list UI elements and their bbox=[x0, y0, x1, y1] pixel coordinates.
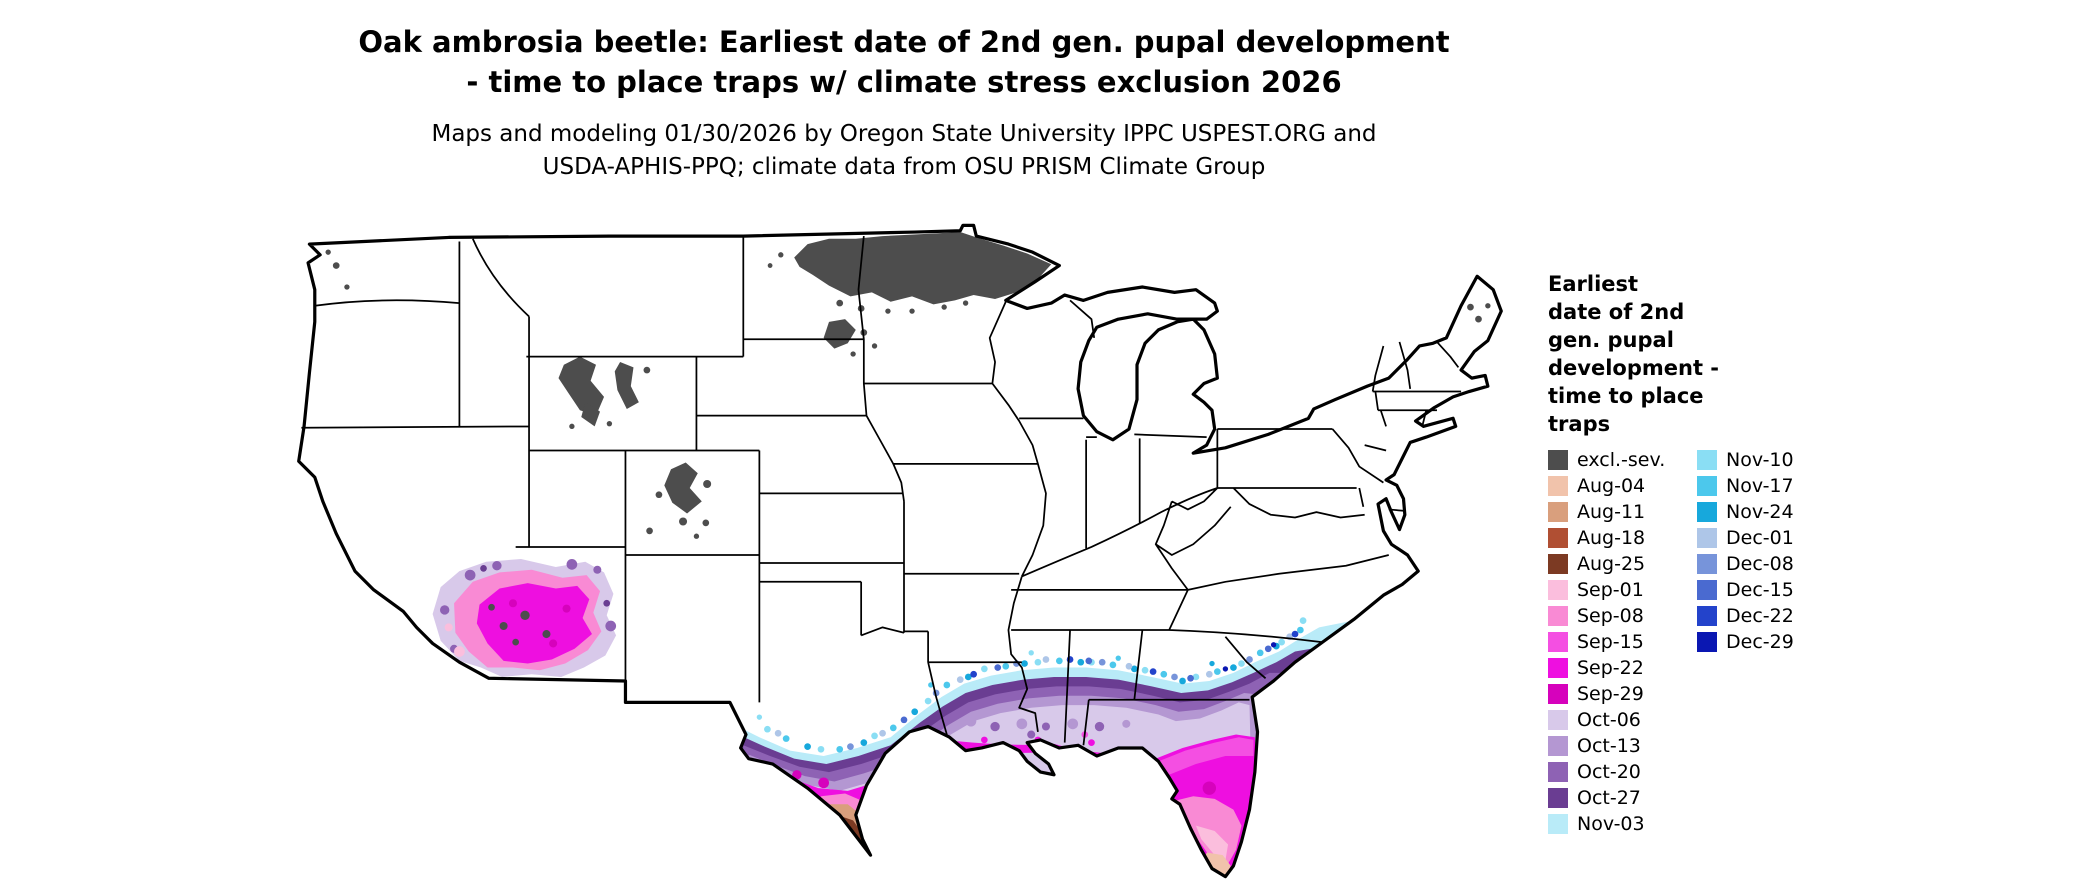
legend-label: Oct-27 bbox=[1577, 787, 1641, 809]
legend-swatch bbox=[1697, 632, 1717, 652]
legend-column-1: excl.-sev. Aug-04 Aug-11 Aug-18 Aug-25 Sep-01… bbox=[1548, 447, 1665, 837]
state-borders bbox=[301, 235, 1462, 746]
legend-label: Oct-13 bbox=[1577, 735, 1641, 757]
legend-item-Oct-27: Oct-27 bbox=[1548, 785, 1665, 811]
legend-item-Sep-08: Sep-08 bbox=[1548, 603, 1665, 629]
legend-label: Oct-20 bbox=[1577, 761, 1641, 783]
legend-item-Dec-29: Dec-29 bbox=[1697, 629, 1794, 655]
subtitle-line-1: Maps and modeling 01/30/2026 by Oregon S… bbox=[431, 121, 1377, 147]
region-excluded-wyoming bbox=[558, 356, 605, 416]
legend-swatch bbox=[1548, 684, 1568, 704]
legend-label: Nov-17 bbox=[1726, 475, 1794, 497]
legend-swatch bbox=[1548, 710, 1568, 730]
legend-label: Sep-22 bbox=[1577, 657, 1644, 679]
title-line-2: - time to place traps w/ climate stress … bbox=[466, 65, 1342, 99]
legend-item-Nov-24: Nov-24 bbox=[1697, 499, 1794, 525]
legend-title: Earliest date of 2nd gen. pupal developm… bbox=[1548, 272, 1720, 436]
legend-swatch bbox=[1548, 788, 1568, 808]
legend-swatch bbox=[1548, 502, 1568, 522]
legend-swatch bbox=[1697, 502, 1717, 522]
legend-label: Aug-18 bbox=[1577, 527, 1646, 549]
legend-label: Sep-01 bbox=[1577, 579, 1644, 601]
legend-item-Sep-22: Sep-22 bbox=[1548, 655, 1665, 681]
legend-label: Dec-29 bbox=[1726, 631, 1794, 653]
legend-swatch bbox=[1548, 814, 1568, 834]
legend-item-Dec-15: Dec-15 bbox=[1697, 577, 1794, 603]
title-line-1: Oak ambrosia beetle: Earliest date of 2n… bbox=[358, 25, 1450, 59]
legend-swatch bbox=[1697, 528, 1717, 548]
legend-item-Aug-18: Aug-18 bbox=[1548, 525, 1665, 551]
subtitle-line-2: USDA-APHIS-PPQ; climate data from OSU PR… bbox=[542, 154, 1266, 180]
legend-label: Aug-11 bbox=[1577, 501, 1646, 523]
legend-swatch bbox=[1697, 476, 1717, 496]
legend-item-Sep-29: Sep-29 bbox=[1548, 681, 1665, 707]
legend-item-Oct-06: Oct-06 bbox=[1548, 707, 1665, 733]
legend-item-Oct-13: Oct-13 bbox=[1548, 733, 1665, 759]
legend-swatch bbox=[1548, 580, 1568, 600]
legend-item-Dec-22: Dec-22 bbox=[1697, 603, 1794, 629]
legend-column-2: Nov-10 Nov-17 Nov-24 Dec-01 Dec-08 Dec-15 Dec-… bbox=[1697, 447, 1794, 655]
legend-swatch bbox=[1697, 450, 1717, 470]
legend-item-Nov-17: Nov-17 bbox=[1697, 473, 1794, 499]
legend-label: excl.-sev. bbox=[1577, 449, 1666, 471]
legend-swatch bbox=[1548, 762, 1568, 782]
legend-swatch bbox=[1548, 632, 1568, 652]
legend-label: Dec-22 bbox=[1726, 605, 1794, 627]
legend-item-Sep-15: Sep-15 bbox=[1548, 629, 1665, 655]
legend-label: Nov-24 bbox=[1726, 501, 1794, 523]
legend-item-Sep-01: Sep-01 bbox=[1548, 577, 1665, 603]
legend-item-Aug-04: Aug-04 bbox=[1548, 473, 1665, 499]
legend-item-Nov-03: Nov-03 bbox=[1548, 811, 1665, 837]
legend-label: Dec-01 bbox=[1726, 527, 1794, 549]
legend-label: Dec-08 bbox=[1726, 553, 1794, 575]
legend-swatch bbox=[1548, 554, 1568, 574]
legend-swatch bbox=[1697, 554, 1717, 574]
region-florida-tip-tan bbox=[1203, 852, 1231, 877]
legend-item-Dec-01: Dec-01 bbox=[1697, 525, 1794, 551]
legend-item-Dec-08: Dec-08 bbox=[1697, 551, 1794, 577]
legend-label: Sep-08 bbox=[1577, 605, 1644, 627]
florida-development-zone bbox=[1145, 734, 1261, 877]
legend-swatch bbox=[1697, 606, 1717, 626]
legend-item-Aug-11: Aug-11 bbox=[1548, 499, 1665, 525]
legend-swatch bbox=[1548, 450, 1568, 470]
us-landmass bbox=[298, 225, 1502, 877]
us-outline bbox=[297, 223, 1503, 879]
page-subtitle: Maps and modeling 01/30/2026 by Oregon S… bbox=[0, 118, 1808, 184]
us-map-svg bbox=[297, 223, 1503, 879]
legend-item-Oct-20: Oct-20 bbox=[1548, 759, 1665, 785]
region-excluded-colorado bbox=[664, 462, 702, 514]
legend-swatch bbox=[1548, 658, 1568, 678]
legend-swatch bbox=[1697, 580, 1717, 600]
legend-label: Nov-03 bbox=[1577, 813, 1645, 835]
legend-swatch bbox=[1548, 606, 1568, 626]
legend-label: Aug-25 bbox=[1577, 553, 1646, 575]
legend-swatch bbox=[1548, 736, 1568, 756]
legend-item-Nov-10: Nov-10 bbox=[1697, 447, 1794, 473]
legend-label: Dec-15 bbox=[1726, 579, 1794, 601]
legend-label: Sep-15 bbox=[1577, 631, 1644, 653]
legend-item-Aug-25: Aug-25 bbox=[1548, 551, 1665, 577]
legend-item-excl.-sev.: excl.-sev. bbox=[1548, 447, 1665, 473]
arizona-development-zone bbox=[432, 559, 617, 677]
legend-label: Aug-04 bbox=[1577, 475, 1646, 497]
legend-label: Sep-29 bbox=[1577, 683, 1644, 705]
cold-fringe-speckles bbox=[756, 617, 1307, 753]
legend-swatch bbox=[1548, 528, 1568, 548]
page-title: Oak ambrosia beetle: Earliest date of 2n… bbox=[0, 22, 1808, 102]
legend-label: Oct-06 bbox=[1577, 709, 1641, 731]
legend-swatch bbox=[1548, 476, 1568, 496]
legend-label: Nov-10 bbox=[1726, 449, 1794, 471]
